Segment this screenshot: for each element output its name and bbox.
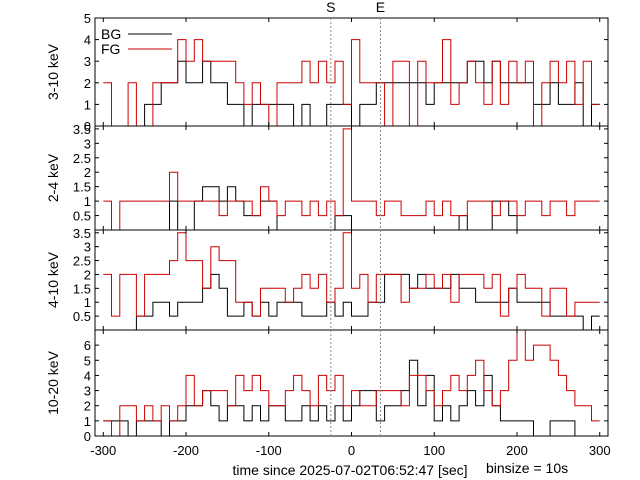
y-tick-label: 1.5 <box>73 281 91 296</box>
y-tick-label: 2 <box>84 399 91 414</box>
y-tick-label: 1 <box>84 295 91 310</box>
y-tick-label: 5 <box>84 11 91 26</box>
y-tick-label: 1 <box>84 97 91 112</box>
y-tick-label: 6 <box>84 338 91 353</box>
x-tick-label: -100 <box>256 443 282 458</box>
y-axis-label: 3-10 keV <box>45 43 61 100</box>
y-tick-label: 3 <box>84 240 91 255</box>
y-tick-label: 0 <box>84 429 91 444</box>
y-tick-label: 0.5 <box>73 209 91 224</box>
legend-label-bg: BG <box>101 26 121 42</box>
y-axis-label: 4-10 keV <box>45 251 61 308</box>
y-tick-label: 3 <box>84 136 91 151</box>
panel-1: 0 1 2 3 4 5 3-10 keV <box>45 11 609 134</box>
x-tick-label: 0 <box>348 443 355 458</box>
binsize-label: binsize = 10s <box>486 460 568 476</box>
y-tick-label: 0 <box>84 119 91 134</box>
y-tick-label: 1 <box>84 414 91 429</box>
y-tick-label: 4 <box>84 33 91 48</box>
panel-2: 0.511.522.533.5 2-4 keV <box>45 122 609 231</box>
y-tick-label: 2 <box>84 267 91 282</box>
y-axis-label: 10-20 keV <box>45 350 61 414</box>
x-tick-label: -300 <box>90 443 116 458</box>
y-tick-label: 3 <box>84 384 91 399</box>
y-tick-label: 1 <box>84 194 91 209</box>
x-tick-label: 100 <box>423 443 445 458</box>
y-tick-label: 2.5 <box>73 254 91 269</box>
y-tick-label: 4 <box>84 368 91 383</box>
y-tick-label: 3.5 <box>73 122 91 137</box>
marker-label-s: S <box>326 0 335 15</box>
y-axis-label: 2-4 keV <box>45 153 61 202</box>
x-tick-label: 200 <box>506 443 528 458</box>
legend-label-fg: FG <box>101 41 120 57</box>
x-axis: -300 -200 -100 0 100 200 300 <box>90 18 611 458</box>
y-tick-label: 3.5 <box>73 226 91 241</box>
x-tick-label: -200 <box>173 443 199 458</box>
marker-label-e: E <box>376 0 385 15</box>
y-tick-label: 2 <box>84 76 91 91</box>
y-tick-label: 3 <box>84 54 91 69</box>
y-tick-label: 0.5 <box>73 309 91 324</box>
x-tick-label: 300 <box>589 443 611 458</box>
y-tick-label: 5 <box>84 353 91 368</box>
series-fg-panel-1 <box>103 39 600 127</box>
y-tick-label: 2 <box>84 165 91 180</box>
panel-3: 0.511.522.533.5 4-10 keV <box>45 226 609 331</box>
y-tick-label: 1.5 <box>73 180 91 195</box>
x-axis-label: time since 2025-07-02T06:52:47 [sec] <box>232 462 467 478</box>
y-tick-label: 2.5 <box>73 151 91 166</box>
series-fg-panel-4 <box>103 329 600 437</box>
